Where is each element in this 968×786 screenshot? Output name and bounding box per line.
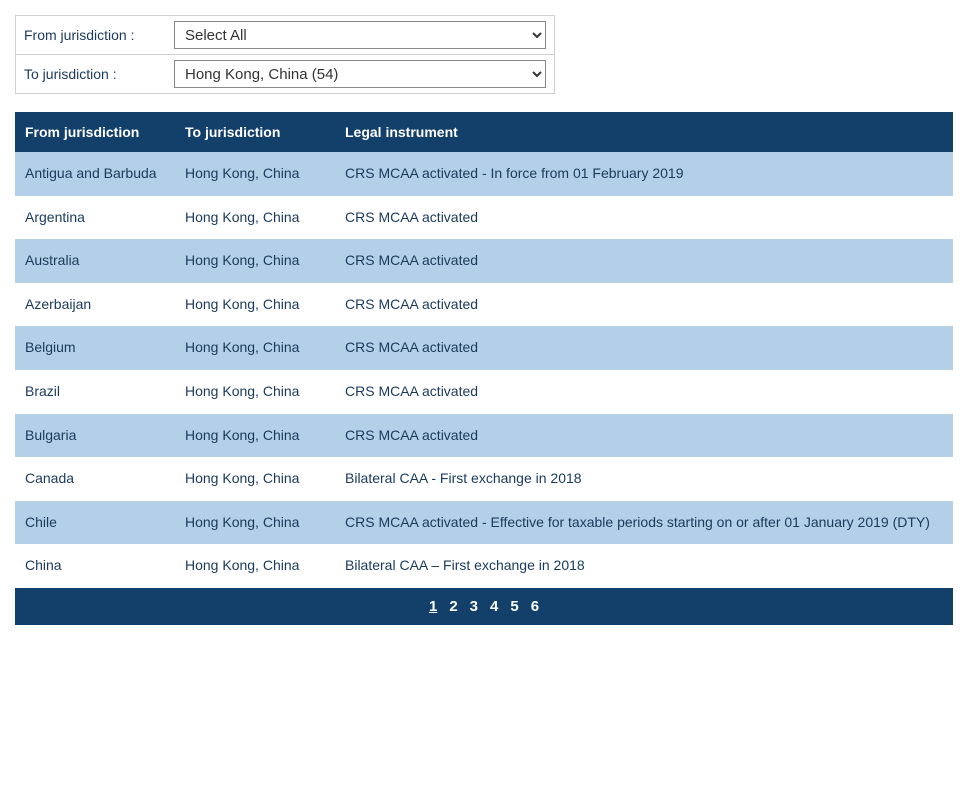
page-link-6[interactable]: 6 bbox=[531, 598, 539, 615]
cell-to-jurisdiction: Hong Kong, China bbox=[175, 370, 335, 414]
cell-from-jurisdiction[interactable]: Argentina bbox=[15, 196, 175, 240]
page-link-1[interactable]: 1 bbox=[429, 598, 437, 615]
page-link-2[interactable]: 2 bbox=[449, 598, 457, 615]
cell-from-jurisdiction[interactable]: Brazil bbox=[15, 370, 175, 414]
from-jurisdiction-select[interactable]: Select All bbox=[174, 21, 546, 49]
cell-from-jurisdiction[interactable]: Canada bbox=[15, 457, 175, 501]
cell-legal-instrument: CRS MCAA activated bbox=[335, 326, 953, 370]
cell-to-jurisdiction: Hong Kong, China bbox=[175, 501, 335, 545]
filter-row-from: From jurisdiction : Select All bbox=[16, 16, 554, 55]
table-row: CanadaHong Kong, ChinaBilateral CAA - Fi… bbox=[15, 457, 953, 501]
cell-from-jurisdiction[interactable]: Australia bbox=[15, 239, 175, 283]
cell-from-jurisdiction[interactable]: Belgium bbox=[15, 326, 175, 370]
table-row: ArgentinaHong Kong, ChinaCRS MCAA activa… bbox=[15, 196, 953, 240]
cell-legal-instrument: CRS MCAA activated bbox=[335, 283, 953, 327]
cell-legal-instrument: Bilateral CAA - First exchange in 2018 bbox=[335, 457, 953, 501]
cell-to-jurisdiction: Hong Kong, China bbox=[175, 544, 335, 588]
col-header-instrument: Legal instrument bbox=[335, 112, 953, 152]
cell-from-jurisdiction[interactable]: Chile bbox=[15, 501, 175, 545]
cell-legal-instrument: CRS MCAA activated bbox=[335, 196, 953, 240]
table-row: AzerbaijanHong Kong, ChinaCRS MCAA activ… bbox=[15, 283, 953, 327]
table-header-row: From jurisdiction To jurisdiction Legal … bbox=[15, 112, 953, 152]
cell-to-jurisdiction: Hong Kong, China bbox=[175, 326, 335, 370]
cell-to-jurisdiction: Hong Kong, China bbox=[175, 196, 335, 240]
table-row: BulgariaHong Kong, ChinaCRS MCAA activat… bbox=[15, 414, 953, 458]
col-header-to: To jurisdiction bbox=[175, 112, 335, 152]
to-jurisdiction-label: To jurisdiction : bbox=[24, 66, 174, 82]
cell-to-jurisdiction: Hong Kong, China bbox=[175, 457, 335, 501]
cell-from-jurisdiction[interactable]: China bbox=[15, 544, 175, 588]
cell-from-jurisdiction[interactable]: Bulgaria bbox=[15, 414, 175, 458]
cell-legal-instrument: CRS MCAA activated bbox=[335, 239, 953, 283]
table-row: BrazilHong Kong, ChinaCRS MCAA activated bbox=[15, 370, 953, 414]
table-row: ChileHong Kong, ChinaCRS MCAA activated … bbox=[15, 501, 953, 545]
cell-from-jurisdiction[interactable]: Antigua and Barbuda bbox=[15, 152, 175, 196]
table-row: Antigua and BarbudaHong Kong, ChinaCRS M… bbox=[15, 152, 953, 196]
table-row: BelgiumHong Kong, ChinaCRS MCAA activate… bbox=[15, 326, 953, 370]
cell-to-jurisdiction: Hong Kong, China bbox=[175, 414, 335, 458]
from-jurisdiction-label: From jurisdiction : bbox=[24, 27, 174, 43]
pagination: 123456 bbox=[15, 588, 953, 625]
page-link-3[interactable]: 3 bbox=[470, 598, 478, 615]
filter-panel: From jurisdiction : Select All To jurisd… bbox=[15, 15, 555, 94]
page-link-4[interactable]: 4 bbox=[490, 598, 498, 615]
cell-legal-instrument: Bilateral CAA – First exchange in 2018 bbox=[335, 544, 953, 588]
col-header-from: From jurisdiction bbox=[15, 112, 175, 152]
to-jurisdiction-select[interactable]: Hong Kong, China (54) bbox=[174, 60, 546, 88]
table-row: ChinaHong Kong, ChinaBilateral CAA – Fir… bbox=[15, 544, 953, 588]
cell-to-jurisdiction: Hong Kong, China bbox=[175, 239, 335, 283]
page-link-5[interactable]: 5 bbox=[510, 598, 518, 615]
table-row: AustraliaHong Kong, ChinaCRS MCAA activa… bbox=[15, 239, 953, 283]
cell-legal-instrument: CRS MCAA activated bbox=[335, 370, 953, 414]
filter-row-to: To jurisdiction : Hong Kong, China (54) bbox=[16, 55, 554, 93]
jurisdiction-table: From jurisdiction To jurisdiction Legal … bbox=[15, 112, 953, 588]
cell-legal-instrument: CRS MCAA activated - Effective for taxab… bbox=[335, 501, 953, 545]
cell-to-jurisdiction: Hong Kong, China bbox=[175, 283, 335, 327]
cell-from-jurisdiction[interactable]: Azerbaijan bbox=[15, 283, 175, 327]
cell-legal-instrument: CRS MCAA activated bbox=[335, 414, 953, 458]
cell-legal-instrument: CRS MCAA activated - In force from 01 Fe… bbox=[335, 152, 953, 196]
cell-to-jurisdiction: Hong Kong, China bbox=[175, 152, 335, 196]
